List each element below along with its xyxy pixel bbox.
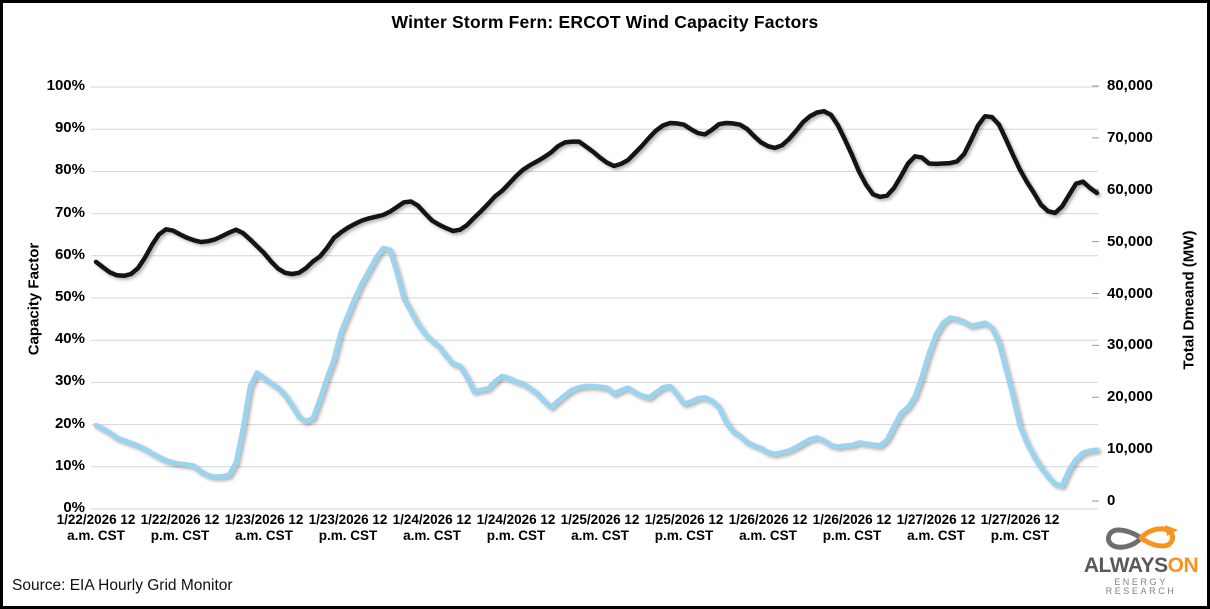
x-tick-date: 1/27/2026 12 <box>896 512 976 527</box>
x-tick-date: 1/26/2026 12 <box>728 512 808 527</box>
x-tick-meridiem: p.m. CST <box>486 527 546 543</box>
right-axis-title: Total Dmeand (MW) <box>1180 230 1198 370</box>
series-line-total-dmeand-mw- <box>93 108 1100 279</box>
left-axis-title: Capacity Factor <box>25 242 43 356</box>
x-tick-date: 1/25/2026 12 <box>560 512 640 527</box>
left-axis-tick-label: 100% <box>46 77 85 94</box>
left-axis-tick-label: 30% <box>54 372 85 390</box>
chart-title: Winter Storm Fern: ERCOT Wind Capacity F… <box>391 12 819 32</box>
x-tick-date: 1/25/2026 12 <box>644 512 724 527</box>
right-axis-tick-label: 70,000 <box>1107 128 1153 146</box>
x-axis-tick-label: 1/23/2026 12 a.m. CST <box>218 512 310 543</box>
left-axis-tick-label: 10% <box>54 456 85 474</box>
left-axis-tick-label: 40% <box>54 330 85 348</box>
right-axis-tick-label: 10,000 <box>1107 440 1153 458</box>
left-axis-tick-label: 0% <box>63 499 85 516</box>
right-axis-tick-label: 80,000 <box>1107 77 1153 94</box>
x-axis-tick-label: 1/24/2026 12 a.m. CST <box>386 512 478 543</box>
logo-subtitle: ENERGY RESEARCH <box>1105 577 1177 596</box>
x-tick-meridiem: a.m. CST <box>235 527 293 543</box>
x-axis-tick-label: 1/25/2026 12 a.m. CST <box>554 512 646 543</box>
x-tick-date: 1/23/2026 12 <box>308 512 388 527</box>
x-tick-meridiem: a.m. CST <box>67 527 125 543</box>
x-tick-meridiem: p.m. CST <box>822 527 882 543</box>
series-line-capacity-factor <box>93 245 1100 489</box>
x-tick-date: 1/22/2026 12 <box>140 512 220 527</box>
x-axis-tick-label: 1/23/2026 12 p.m. CST <box>302 512 394 543</box>
logo-word-gray: ALWAYS <box>1083 554 1168 577</box>
x-tick-meridiem: p.m. CST <box>318 527 378 543</box>
plot-area <box>91 85 1100 510</box>
alwayson-infinity-logo-icon <box>1105 525 1178 550</box>
left-axis-tick-label: 50% <box>54 288 85 305</box>
logo-word-orange: ON <box>1167 554 1199 577</box>
x-tick-meridiem: a.m. CST <box>403 527 461 543</box>
left-axis-tick-label: 80% <box>54 161 85 179</box>
x-axis-tick-label: 1/22/2026 12 a.m. CST <box>50 512 142 543</box>
left-axis-tick-label: 70% <box>54 203 85 221</box>
x-axis-tick-label: 1/26/2026 12 p.m. CST <box>806 512 898 543</box>
x-axis-tick-label: 1/27/2026 12 p.m. CST <box>974 512 1066 543</box>
x-tick-date: 1/27/2026 12 <box>980 512 1060 527</box>
x-tick-meridiem: p.m. CST <box>990 527 1050 543</box>
x-tick-date: 1/24/2026 12 <box>476 512 556 527</box>
x-tick-meridiem: p.m. CST <box>150 527 210 543</box>
x-tick-date: 1/22/2026 12 <box>56 512 136 527</box>
x-tick-meridiem: a.m. CST <box>571 527 629 543</box>
x-tick-date: 1/23/2026 12 <box>224 512 304 527</box>
right-axis-tick-label: 60,000 <box>1107 180 1153 198</box>
x-axis-tick-label: 1/26/2026 12 a.m. CST <box>722 512 814 543</box>
left-axis-tick-label: 60% <box>54 245 85 263</box>
source-note: Source: EIA Hourly Grid Monitor <box>12 577 233 594</box>
right-axis-tick-label: 30,000 <box>1107 336 1153 354</box>
x-axis-tick-label: 1/24/2026 12 p.m. CST <box>470 512 562 543</box>
x-axis-tick-label: 1/25/2026 12 p.m. CST <box>638 512 730 543</box>
right-axis-tick-label: 20,000 <box>1107 388 1153 406</box>
logo-wordmark: ALWAYSON <box>1079 555 1203 576</box>
alwayson-logo: ALWAYSON ENERGY RESEARCH <box>1079 523 1203 596</box>
x-tick-meridiem: a.m. CST <box>907 527 965 543</box>
right-axis-tick-label: 0 <box>1107 492 1116 509</box>
x-axis-tick-label: 1/27/2026 12 a.m. CST <box>890 512 982 543</box>
left-axis-tick-label: 90% <box>54 119 85 137</box>
right-axis-tick-label: 40,000 <box>1107 284 1153 302</box>
x-tick-meridiem: a.m. CST <box>739 527 797 543</box>
x-tick-date: 1/24/2026 12 <box>392 512 472 527</box>
right-axis-tick-label: 50,000 <box>1107 232 1153 250</box>
x-tick-meridiem: p.m. CST <box>654 527 714 543</box>
x-tick-date: 1/26/2026 12 <box>812 512 892 527</box>
x-axis-tick-label: 1/22/2026 12 p.m. CST <box>134 512 226 543</box>
left-axis-tick-label: 20% <box>54 414 85 432</box>
